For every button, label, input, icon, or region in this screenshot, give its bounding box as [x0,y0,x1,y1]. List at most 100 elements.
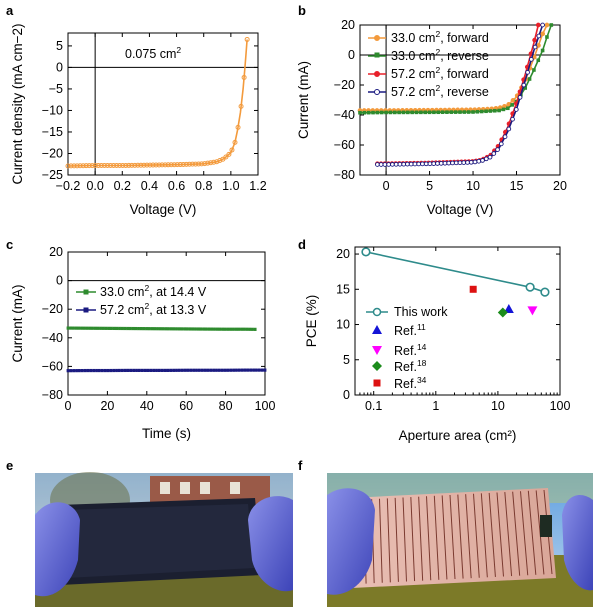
data-point [177,368,181,372]
data-point [525,282,535,292]
data-point [226,327,230,331]
data-point [205,160,211,166]
data-point [96,326,100,330]
cell-interconnect-line [394,497,399,582]
data-point [442,160,448,166]
data-point [532,68,536,72]
cell-interconnect-line [379,498,383,583]
chart-a: −0.2 0.0 0.2 0.4 0.6 0.8 1.0 1.2 −25 −20 −15 −10 −5 0… [10,24,267,217]
x-tick-label: 1.2 [249,179,266,193]
data-point [100,368,104,373]
data-point [183,368,187,372]
data-point [432,110,436,115]
data-point [384,110,388,115]
data-point [476,158,482,164]
data-point [472,159,478,165]
data-point [164,327,168,331]
data-point [169,327,173,331]
data-point [392,110,397,115]
data-point [180,368,184,372]
x-tick-label: 60 [179,399,193,413]
data-point [107,326,111,330]
data-point [405,161,410,167]
data-point [80,326,83,330]
data-point [487,154,493,160]
data-point [204,327,208,331]
panel-letter-d: d [298,237,306,252]
data-point [527,77,532,81]
data-point [139,327,143,331]
data-point [232,368,235,372]
data-point [142,327,146,331]
plot-frame-b [359,24,561,176]
data-point [78,369,81,373]
data-point [141,162,147,168]
data-point [234,327,238,331]
data-point [177,327,181,331]
plot-frame-a [67,32,259,176]
x-tick-label: 100 [255,399,276,413]
y-tick-label: −5 [49,82,63,96]
data-point [540,48,545,53]
data-point [92,368,96,373]
y-tick-label: 15 [336,282,350,296]
cell-interconnect-line [418,496,424,581]
data-point [153,162,159,168]
data-point [120,163,126,169]
data-point [466,110,471,114]
x-axis-label: Time (s) [142,426,191,441]
y-tick-label: −20 [334,78,355,92]
data-point [93,326,97,330]
cell-interconnect-line [520,491,529,576]
data-point [189,368,193,372]
legend-item-d-4-sup: 34 [417,375,427,385]
data-point [375,110,380,115]
panel-letter-e: e [6,458,13,473]
data-point [177,162,183,168]
data-point [180,327,184,331]
data-point [137,368,141,373]
cell-interconnect-line [473,493,480,578]
x-tick-label: 80 [219,399,233,413]
data-point [77,163,83,169]
y-axis-label: Current (mA) [10,284,25,362]
data-point [196,327,200,331]
legend-item-d-1: Ref.11 [394,322,426,338]
data-point [153,327,157,331]
data-point [89,163,95,169]
series-line-c-1 [67,369,265,372]
dark-module-photo [35,472,293,607]
legend-marker [373,379,381,387]
data-point [129,368,133,373]
data-point [180,161,186,167]
legend-item-d-2-sup: 14 [417,342,427,352]
data-point [535,22,541,28]
data-point [366,110,371,115]
data-point [95,163,101,169]
legend-item-c-1: 57.2 cm2, at 13.3 V [100,301,207,317]
legend-marker [83,307,89,313]
data-point [156,327,159,331]
data-point [132,368,136,373]
chart-c: 0 20 40 60 80 100 −80 −60 −40 −20 0 20 33.0 cm2, at … [10,245,275,441]
data-point [66,326,70,330]
data-point [229,147,235,153]
data-point [69,369,73,373]
data-point [202,161,208,167]
data-point [175,327,178,331]
legend-item-d-3-sup: 18 [417,358,427,368]
legend-item-b-3-text: 57.2 cm [391,85,435,99]
plot-frame-d [354,246,561,396]
data-point [115,368,118,373]
y-axis-label: Current density (mA cm−2) [10,24,25,185]
data-point [146,368,150,373]
legend-item-c-0-sup: 2 [144,283,149,293]
y-tick-label: 0 [56,60,63,74]
legend-item-d-4: Ref.34 [394,375,427,391]
cell-interconnect-line [449,494,456,580]
data-point [109,326,113,330]
legend-item-c-0-text: 33.0 cm [100,285,144,299]
data-point [488,109,493,113]
data-point [117,368,121,373]
data-point [75,369,78,373]
